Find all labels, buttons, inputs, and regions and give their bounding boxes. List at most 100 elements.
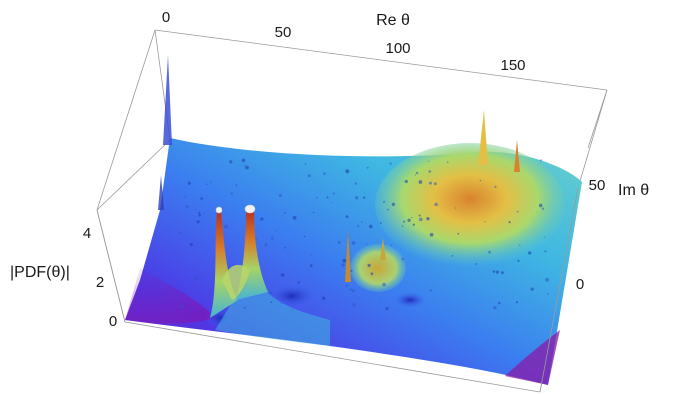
surface-speckle xyxy=(187,181,191,185)
z-axis: 4 2 0 |PDF(θ)| xyxy=(10,225,117,330)
surface-speckle xyxy=(294,294,298,298)
surface-speckle xyxy=(494,185,497,188)
surface-speckle xyxy=(446,161,449,163)
surface-speckle xyxy=(243,164,245,167)
surface-speckle xyxy=(203,212,206,215)
surface-speckle xyxy=(547,293,549,295)
peak-saddle xyxy=(222,264,250,300)
surface-speckle xyxy=(493,306,497,310)
surface-speckle xyxy=(501,271,504,275)
surface-speckle xyxy=(454,207,457,209)
surface-speckle xyxy=(361,221,363,223)
surface-speckle xyxy=(352,303,357,307)
spike-mid-2 xyxy=(380,238,386,260)
surface-speckle xyxy=(198,211,201,214)
surface-speckle xyxy=(519,244,521,246)
surface-speckle xyxy=(194,276,199,281)
surface-speckle xyxy=(350,269,353,272)
surface-speckle xyxy=(341,263,345,267)
surface-speckle xyxy=(309,264,313,267)
spike-mid xyxy=(345,230,351,282)
surface-speckle xyxy=(418,214,421,217)
surface-speckle xyxy=(451,254,454,257)
surface-speckle xyxy=(517,259,520,262)
surface-speckle xyxy=(316,196,318,199)
surface-speckle xyxy=(488,250,491,254)
z-axis-label: |PDF(θ)| xyxy=(10,264,70,281)
ridge-near xyxy=(215,283,330,346)
surface-speckle xyxy=(515,301,519,304)
surface-speckle xyxy=(391,202,396,206)
spike-back-left xyxy=(163,55,172,145)
spike-far xyxy=(478,110,488,165)
surface-speckle xyxy=(284,247,286,249)
surface xyxy=(125,138,582,385)
x-axis: 0 50 100 150 Re θ xyxy=(162,9,526,74)
surface-speckle xyxy=(291,309,293,311)
surface-speckle xyxy=(390,244,393,246)
surface-speckle xyxy=(342,258,347,263)
surface-speckle xyxy=(412,223,415,226)
surface-speckle xyxy=(354,182,358,185)
surface-speckle xyxy=(418,180,423,184)
surface-speckle xyxy=(426,217,430,221)
surface-speckle xyxy=(369,224,373,229)
surface-speckle xyxy=(541,207,545,210)
surface-speckle xyxy=(351,241,356,245)
surface-speckle xyxy=(278,193,282,198)
surface-speckle xyxy=(184,196,186,198)
surface-speckle xyxy=(407,218,411,222)
surface-speckle xyxy=(428,170,432,173)
surface-speckle xyxy=(283,211,286,214)
surface-speckle xyxy=(241,158,246,163)
surface-speckle xyxy=(230,192,233,195)
surface-speckle xyxy=(415,171,419,175)
peak-pair xyxy=(210,204,268,318)
surface-speckle xyxy=(185,205,189,208)
surface-speckle xyxy=(389,162,392,165)
y-axis: 50 0 Im θ xyxy=(576,177,649,293)
x-axis-label: Re θ xyxy=(376,12,410,29)
x-tick-label: 50 xyxy=(275,24,292,41)
surface-speckle xyxy=(270,236,274,240)
surface-speckle xyxy=(540,159,542,162)
surface-speckle xyxy=(208,291,210,293)
surface-speckle xyxy=(355,196,359,200)
surface-speckle xyxy=(401,225,404,227)
surface-speckle xyxy=(357,225,360,228)
surface-speckle xyxy=(433,182,437,186)
surface-speckle xyxy=(198,214,201,217)
surface-speckle xyxy=(345,215,349,219)
far-hump xyxy=(375,143,565,267)
box-front xyxy=(96,187,579,393)
spike-back-left-2 xyxy=(158,175,164,210)
surface-speckle xyxy=(332,192,335,195)
surface-speckle xyxy=(312,211,315,214)
surface-speckle xyxy=(345,169,350,174)
surface-speckle xyxy=(404,179,408,184)
surface-speckle xyxy=(345,284,348,287)
surface-speckle xyxy=(270,301,273,304)
surface-speckle xyxy=(297,281,300,284)
surface-speckle xyxy=(210,180,212,183)
surface-speckle xyxy=(189,243,193,247)
surface-speckle xyxy=(457,232,460,235)
z-tick-label: 0 xyxy=(109,313,117,330)
surface-speckle xyxy=(544,236,546,238)
surface-speckle xyxy=(200,197,203,200)
surface-speckle xyxy=(403,220,405,223)
x-tick-label: 100 xyxy=(385,40,410,57)
surface-speckle xyxy=(379,222,382,224)
surface-speckle xyxy=(304,163,307,165)
surface-speckle xyxy=(321,296,326,301)
surface-speckle xyxy=(516,210,519,213)
box-frame xyxy=(96,29,608,393)
surface-speckle xyxy=(303,235,306,238)
surface-speckle xyxy=(179,305,183,309)
surface-speckle xyxy=(235,184,238,187)
surface-speckle xyxy=(419,217,423,222)
surface-speckle xyxy=(544,250,547,253)
surface-speckle xyxy=(275,230,277,232)
surface-speckle xyxy=(430,289,432,292)
